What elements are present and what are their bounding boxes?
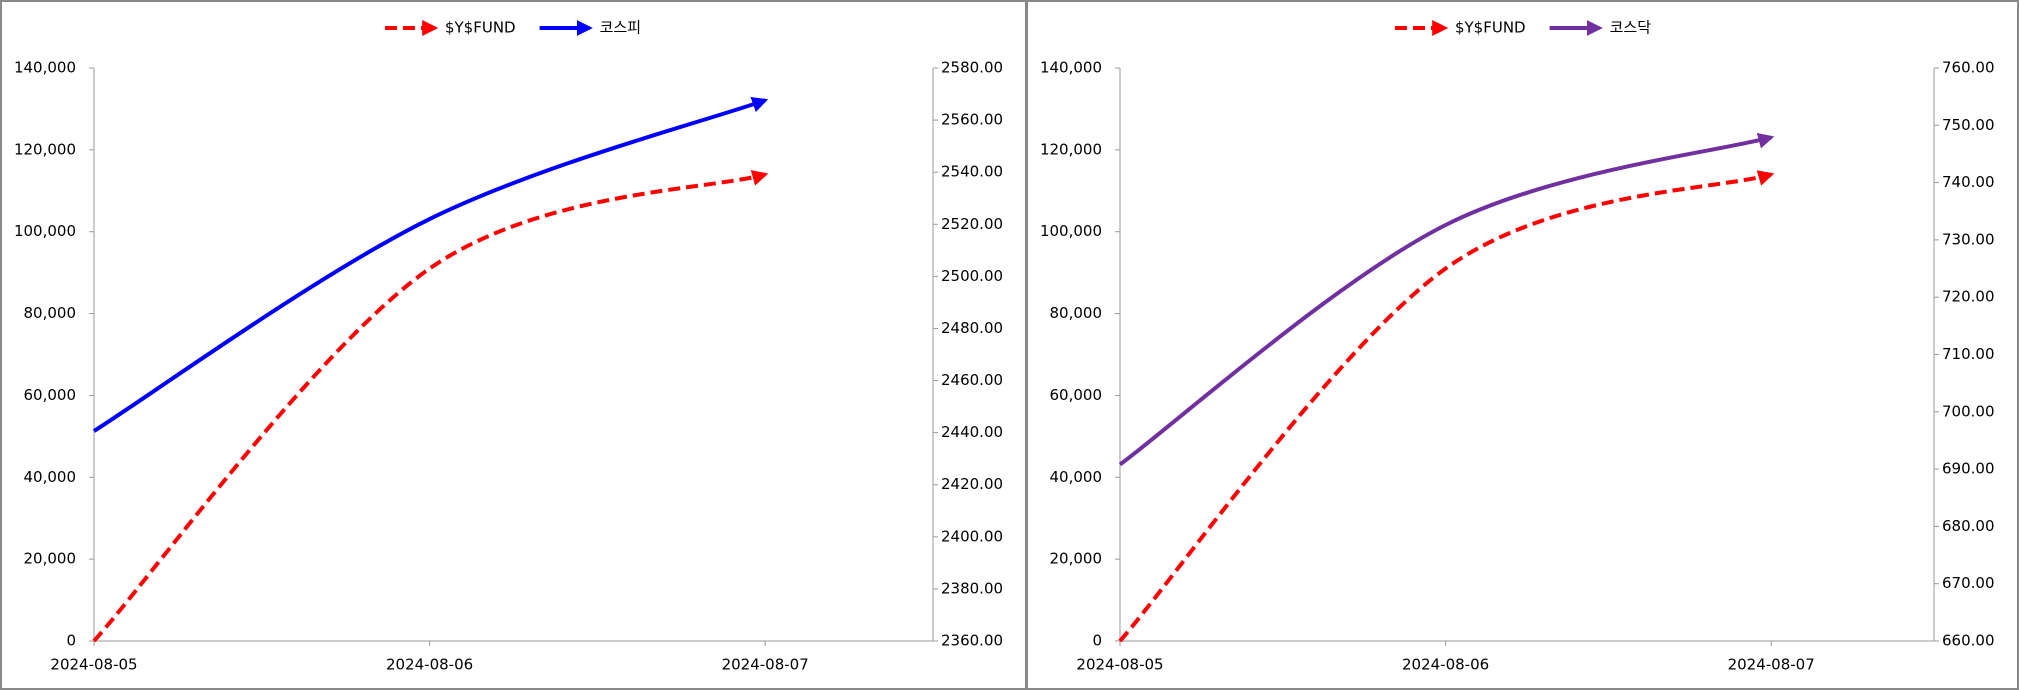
chart: 0 20,000 40,000 60,000 80,000 100,000 120,000 1…: [1040, 19, 1995, 674]
y-tick-label: 140,000: [14, 59, 76, 77]
y2-tick-label: 2480.00: [941, 319, 1003, 337]
y2-tick-label: 720.00: [1942, 288, 1995, 306]
y-tick-label: 60,000: [24, 386, 77, 404]
x-tick-label: 2024-08-07: [1728, 656, 1815, 674]
y-tick-label: 100,000: [1040, 222, 1102, 240]
y-tick-label: 20,000: [1050, 550, 1103, 568]
y2-tick-label: 2360.00: [941, 632, 1003, 650]
y2-tick-label: 2440.00: [941, 423, 1003, 441]
y-tick-label: 80,000: [1050, 304, 1103, 322]
y2-tick-label: 2520.00: [941, 215, 1003, 233]
series-line: [1118, 170, 1775, 643]
series-line: [92, 170, 769, 643]
y-tick-label: 120,000: [14, 140, 76, 158]
y2-tick-label: 2420.00: [941, 475, 1003, 493]
legend-label: $Y$FUND: [1455, 19, 1526, 37]
legend: $Y$FUND 코스닥: [1394, 19, 1652, 37]
y2-tick-label: 2580.00: [941, 59, 1003, 77]
y2-tick-label: 690.00: [1942, 460, 1995, 478]
legend-label: 코스피: [600, 19, 641, 37]
x-tick-label: 2024-08-05: [50, 656, 137, 674]
y2-tick-label: 760.00: [1942, 59, 1995, 77]
y2-tick-label: 2500.00: [941, 267, 1003, 285]
legend-label: $Y$FUND: [445, 19, 516, 37]
x-tick-label: 2024-08-06: [386, 656, 473, 674]
y2-tick-label: 2540.00: [941, 163, 1003, 181]
y2-tick-label: 670.00: [1942, 574, 1995, 592]
y-tick-label: 20,000: [24, 550, 77, 568]
y2-tick-label: 730.00: [1942, 230, 1995, 248]
y-tick-label: 40,000: [1050, 468, 1103, 486]
y-tick-label: 100,000: [14, 222, 76, 240]
y2-tick-label: 710.00: [1942, 345, 1995, 363]
y-tick-label: 60,000: [1050, 386, 1103, 404]
legend-label: 코스닥: [1610, 19, 1652, 37]
y-tick-label: 140,000: [1040, 59, 1102, 77]
x-tick-label: 2024-08-05: [1076, 656, 1163, 674]
legend: $Y$FUND 코스피: [384, 19, 641, 37]
y-tick-label: 120,000: [1040, 140, 1102, 158]
series-line: [92, 97, 769, 433]
y2-tick-label: 2380.00: [941, 579, 1003, 597]
y2-tick-label: 2400.00: [941, 527, 1003, 545]
y2-tick-label: 2460.00: [941, 371, 1003, 389]
y-tick-label: 80,000: [24, 304, 77, 322]
y2-tick-label: 740.00: [1942, 173, 1995, 191]
panel-border: [0, 0, 1027, 690]
y2-tick-label: 2560.00: [941, 111, 1003, 129]
y-tick-label: 0: [66, 632, 76, 650]
y-tick-label: 40,000: [24, 468, 77, 486]
panel-border: [1026, 0, 2019, 690]
y2-tick-label: 660.00: [1942, 632, 1995, 650]
series-line: [1118, 132, 1775, 467]
y2-tick-label: 750.00: [1942, 116, 1995, 134]
y-tick-label: 0: [1092, 632, 1102, 650]
y2-tick-label: 700.00: [1942, 402, 1995, 420]
y2-tick-label: 680.00: [1942, 517, 1995, 535]
x-tick-label: 2024-08-06: [1402, 656, 1489, 674]
x-tick-label: 2024-08-07: [722, 656, 809, 674]
chart: 0 20,000 40,000 60,000 80,000 100,000 120,000 1…: [14, 19, 1003, 674]
